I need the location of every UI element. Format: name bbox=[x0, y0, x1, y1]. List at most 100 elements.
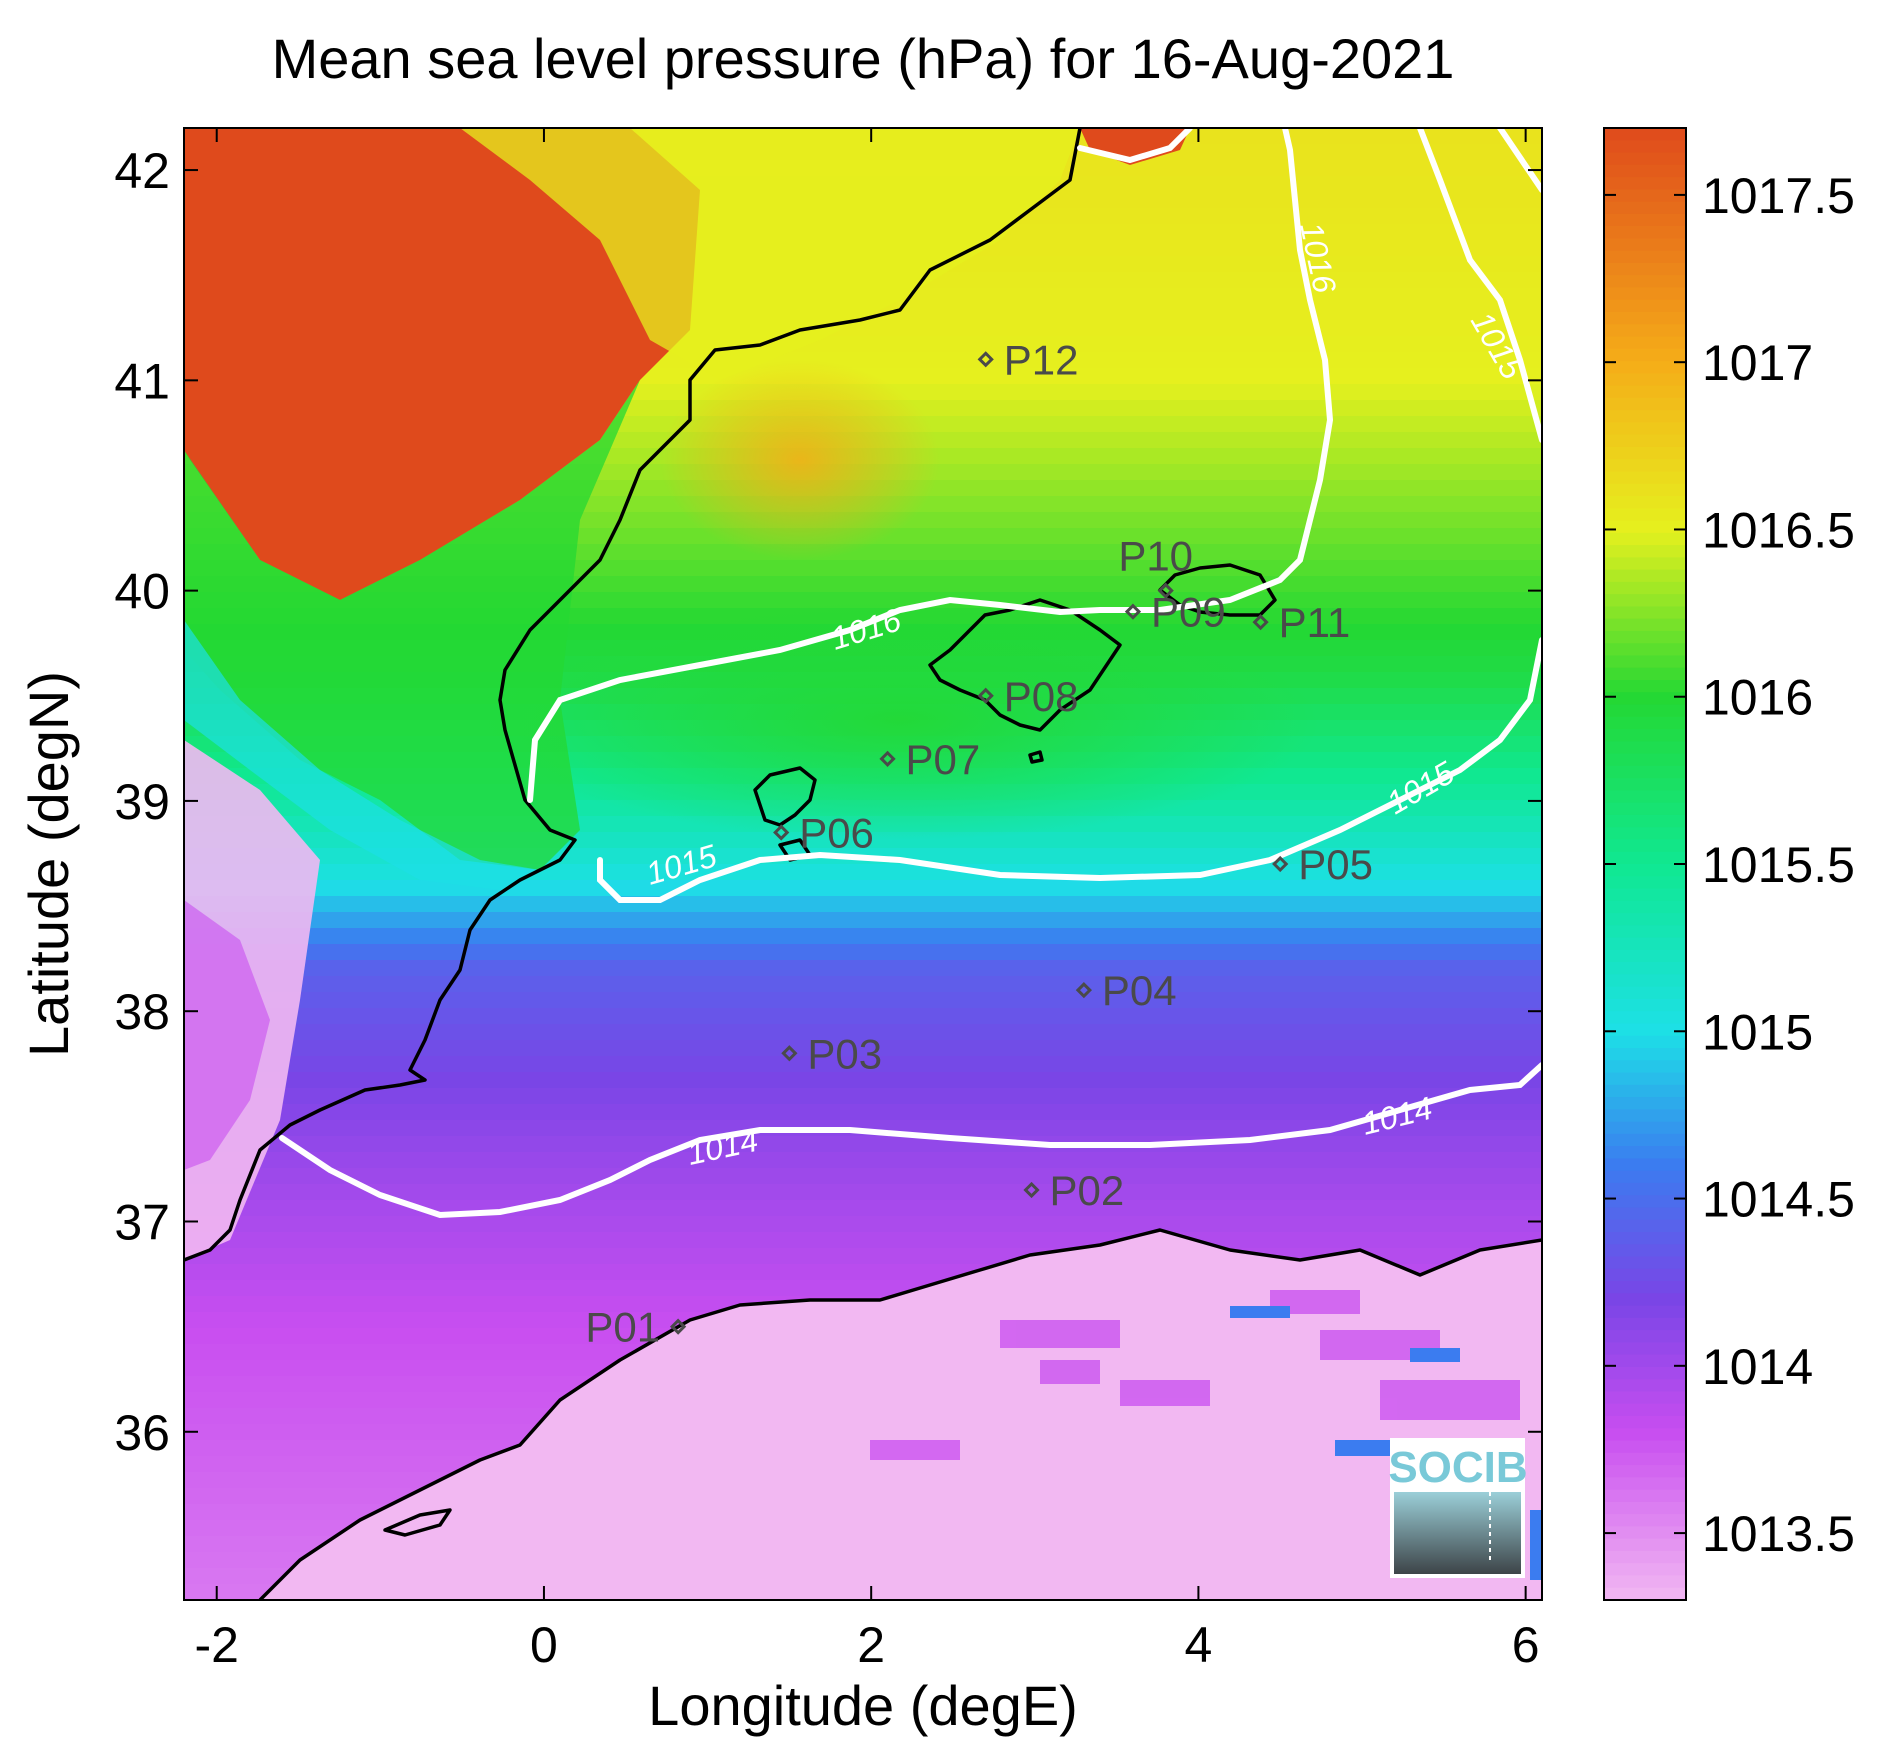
isobar-1014 bbox=[279, 1062, 1542, 1219]
y-tick-label: 36 bbox=[114, 1405, 170, 1461]
colorbar-segment bbox=[1604, 790, 1686, 804]
isobar-1016-france bbox=[1077, 128, 1193, 164]
colorbar-segment bbox=[1604, 1575, 1686, 1589]
colorbar-segment bbox=[1604, 962, 1686, 976]
colorbar-segment bbox=[1604, 213, 1686, 228]
colorbar-segment bbox=[1604, 1219, 1686, 1233]
colorbar-segment bbox=[1604, 1440, 1686, 1454]
colorbar-segment bbox=[1604, 729, 1686, 743]
colorbar-segment bbox=[1604, 986, 1686, 1000]
pressure-band bbox=[184, 1184, 1542, 1201]
pressure-band bbox=[184, 960, 1542, 977]
station-marker bbox=[977, 687, 994, 704]
colorbar-segment bbox=[1604, 1489, 1686, 1503]
colorbar-segment bbox=[1604, 1023, 1686, 1037]
colorbar-segment bbox=[1604, 312, 1686, 326]
colorbar-segment bbox=[1604, 864, 1686, 878]
station-label: P12 bbox=[1004, 336, 1079, 383]
station-marker bbox=[781, 1045, 798, 1062]
colorbar-segment bbox=[1604, 189, 1686, 203]
colorbar-tick-label: 1016.5 bbox=[1702, 502, 1855, 558]
colorbar-segment bbox=[1604, 680, 1686, 694]
station-marker bbox=[773, 824, 790, 841]
colorbar-segment bbox=[1604, 1072, 1686, 1086]
station-marker bbox=[1252, 614, 1269, 631]
pressure-band bbox=[184, 1200, 1542, 1217]
colorbar-segment bbox=[1604, 446, 1686, 461]
colorbar-segment bbox=[1604, 630, 1686, 645]
colorbar-segment bbox=[1604, 1305, 1686, 1319]
spain-violet-interior bbox=[184, 900, 270, 1170]
station-marker bbox=[977, 351, 994, 368]
pressure-band bbox=[184, 976, 1542, 993]
station-label: P05 bbox=[1298, 841, 1373, 888]
colorbar-segment bbox=[1604, 557, 1686, 571]
colorbar-segment bbox=[1604, 1035, 1686, 1049]
pressure-band bbox=[184, 1072, 1542, 1089]
colorbar-segment bbox=[1604, 1379, 1686, 1393]
colorbar-segment bbox=[1604, 1268, 1686, 1283]
colorbar-segment bbox=[1604, 888, 1686, 902]
colorbar-segment bbox=[1604, 1232, 1686, 1246]
colorbar-segment bbox=[1604, 1048, 1686, 1062]
x-tick-label: 6 bbox=[1512, 1617, 1540, 1673]
logo-text: SOCIB bbox=[1388, 1443, 1527, 1492]
colorbar-tick-label: 1015.5 bbox=[1702, 837, 1855, 893]
colorbar-segment bbox=[1604, 839, 1686, 853]
colorbar-segment bbox=[1604, 508, 1686, 522]
ibiza-coastline bbox=[753, 766, 817, 827]
pressure-band bbox=[184, 944, 1542, 961]
colorbar-segment bbox=[1604, 275, 1686, 289]
colorbar-segment bbox=[1604, 1133, 1686, 1148]
isobar-1015-north bbox=[1417, 128, 1542, 443]
colorbar-segment bbox=[1604, 1182, 1686, 1197]
colorbar: 1013.5 1014 1014.5 1015 1015.5 1016 1016.5 1017… bbox=[1603, 127, 1855, 1601]
station-marker bbox=[879, 750, 896, 767]
colorbar-segment bbox=[1604, 348, 1686, 363]
station-marker bbox=[1075, 982, 1093, 999]
colorbar-segment bbox=[1604, 397, 1686, 412]
colorbar-segment bbox=[1604, 177, 1686, 191]
colorbar-segment bbox=[1604, 876, 1686, 890]
pressure-band bbox=[184, 1152, 1542, 1169]
colorbar-segment bbox=[1604, 532, 1686, 547]
map-title: Mean sea level pressure (hPa) for 16-Aug… bbox=[272, 27, 1455, 90]
colorbar-segment bbox=[1604, 1428, 1686, 1442]
colorbar-segment bbox=[1604, 140, 1686, 154]
colorbar-segment bbox=[1604, 581, 1686, 596]
station-label: P11 bbox=[1279, 599, 1351, 646]
station-marker bbox=[1023, 1181, 1040, 1199]
colorbar-segment bbox=[1604, 1084, 1686, 1099]
y-tick-label: 42 bbox=[114, 143, 170, 199]
colorbar-segment bbox=[1604, 287, 1686, 301]
colorbar-segment bbox=[1604, 1501, 1686, 1516]
colorbar-segment bbox=[1604, 361, 1686, 375]
colorbar-segment bbox=[1604, 851, 1686, 865]
alboran-island-coastline bbox=[383, 1508, 452, 1537]
pressure-band bbox=[184, 1104, 1542, 1121]
colorbar-segment bbox=[1604, 1195, 1686, 1209]
station-label: P03 bbox=[807, 1030, 882, 1077]
station-points: P01 P02 P03 P04 P05 P06 P07 P08 P09 P10 P11 P12 bbox=[585, 336, 1373, 1350]
colorbar-segment bbox=[1604, 667, 1686, 681]
pressure-band bbox=[184, 1056, 1542, 1073]
station-label: P06 bbox=[799, 809, 874, 856]
colorbar-segment bbox=[1604, 741, 1686, 755]
x-axis-ticks: -2 0 2 4 6 bbox=[194, 128, 1540, 1673]
station-p05: P05 bbox=[1272, 841, 1373, 888]
colorbar-segment bbox=[1604, 1244, 1686, 1258]
colorbar-segment bbox=[1604, 483, 1686, 497]
colorbar-segment bbox=[1604, 949, 1686, 964]
y-axis-ticks: 36 37 38 39 40 41 42 bbox=[114, 143, 1542, 1461]
station-p07: P07 bbox=[879, 736, 980, 783]
station-p01: P01 bbox=[585, 1304, 687, 1351]
colorbar-segment bbox=[1604, 250, 1686, 264]
colorbar-segment bbox=[1604, 324, 1686, 338]
station-label: P09 bbox=[1151, 589, 1226, 636]
x-tick-label: 2 bbox=[857, 1617, 885, 1673]
y-axis-label: Latitude (degN) bbox=[17, 671, 80, 1057]
pressure-field: 1014 1014 1015 1015 1015 1016 1016 P01P0… bbox=[184, 128, 1542, 1600]
pressure-band bbox=[184, 1136, 1542, 1153]
colorbar-segment bbox=[1604, 1354, 1686, 1368]
colorbar-tick-label: 1017 bbox=[1702, 335, 1813, 391]
